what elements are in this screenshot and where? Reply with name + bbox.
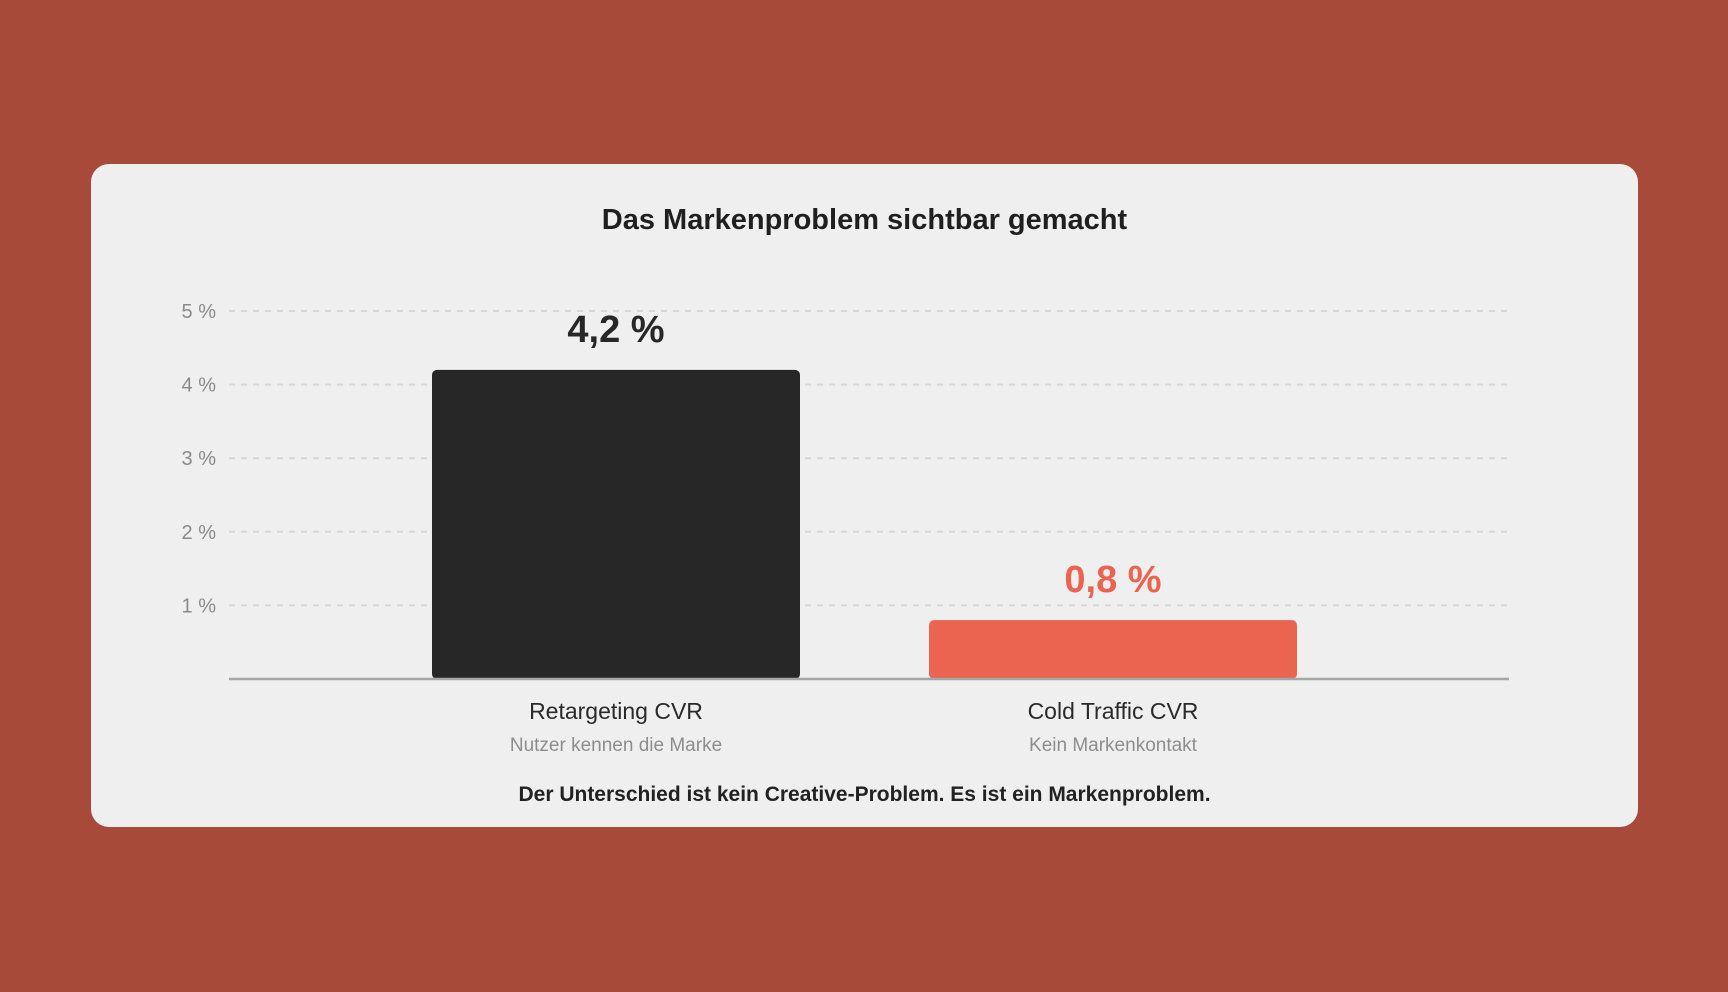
category-label: Cold Traffic CVR [1028,698,1199,724]
bar-value-label: 0,8 % [1064,559,1161,601]
bar-1 [432,369,800,679]
labels: 4,2 % Retargeting CVR Nutzer kennen die Ma… [510,309,1199,756]
bar-2 [929,620,1297,679]
category-subtitle: Nutzer kennen die Marke [510,735,722,756]
bar-value-label: 4,2 % [567,309,664,351]
chart-footnote: Der Unterschied ist kein Creative-Proble… [518,783,1211,806]
category-label: Retargeting CVR [529,698,703,724]
bar-chart: 1 % 2 % 3 % 4 % 5 % 4,2 % Retargeting CVR Nutz… [182,301,1509,756]
chart-title: Das Markenproblem sichtbar gemacht [601,204,1128,236]
bars [432,369,1297,679]
y-tick-label: 3 % [182,448,217,470]
y-tick-label: 2 % [182,522,217,544]
category-subtitle: Kein Markenkontakt [1029,735,1198,756]
grid-lines [229,310,1509,607]
y-tick-label: 5 % [182,301,217,323]
y-axis-ticks: 1 % 2 % 3 % 4 % 5 % [182,301,217,617]
y-tick-label: 1 % [182,595,217,617]
y-tick-label: 4 % [182,375,217,397]
chart-card: Das Markenproblem sichtbar gemacht 1 % 2 … [91,164,1638,827]
